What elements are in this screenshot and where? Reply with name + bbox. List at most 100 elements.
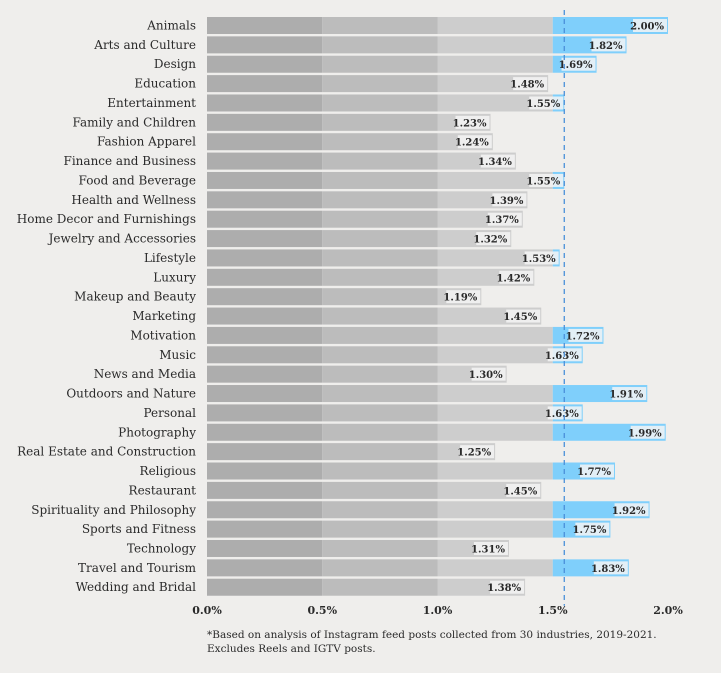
bar-marketing-segment-2 [322,307,438,325]
bar-travel-and-tourism-segment-2 [322,559,438,577]
value-label-makeup-and-beauty: 1.19% [443,293,477,304]
value-label-health-and-wellness: 1.39% [490,196,524,207]
bar-animals-segment-3 [437,17,553,34]
bar-arts-and-culture-segment-1 [207,36,323,54]
value-label-real-estate-and-construction: 1.25% [457,448,491,459]
value-label-bg-motivation [568,328,603,342]
bar-home-decor-and-furnishings-segment-1 [207,210,323,228]
category-label-real-estate-and-construction: Real Estate and Construction [17,445,196,459]
category-label-family-and-children: Family and Children [72,115,196,129]
value-label-marketing: 1.45% [503,312,537,323]
category-label-arts-and-culture: Arts and Culture [93,38,196,52]
bar-luxury-segment-1 [207,268,323,286]
bar-spirituality-and-philosophy-segment-1 [207,501,323,519]
value-label-bg-family-and-children [455,115,490,129]
category-label-music: Music [159,348,196,362]
bar-photography-segment-2 [322,423,438,441]
bar-finance-and-business-segment-1 [207,152,323,170]
category-label-restaurant: Restaurant [129,483,197,497]
value-label-bg-outdoors-and-nature [612,387,647,401]
bar-spirituality-and-philosophy-segment-2 [322,501,438,519]
bar-travel-and-tourism-segment-3 [437,559,553,577]
value-label-lifestyle: 1.53% [522,254,556,265]
bar-food-and-beverage-segment-2 [322,171,438,189]
value-label-bg-jewelry-and-accessories [476,232,511,246]
value-label-spirituality-and-philosophy: 1.92% [612,506,646,517]
x-tick-label-1: 0.5% [307,604,337,617]
value-label-fashion-apparel: 1.24% [455,138,489,149]
value-label-bg-restaurant [506,483,541,497]
value-label-bg-health-and-wellness [492,193,527,207]
value-label-bg-religious [579,464,614,478]
category-label-photography: Photography [118,425,196,439]
value-label-news-and-media: 1.30% [469,370,503,381]
value-label-bg-personal [547,406,582,420]
category-label-travel-and-tourism: Travel and Tourism [78,561,197,575]
value-label-motivation: 1.72% [566,331,600,342]
bar-entertainment-segment-3 [437,94,553,112]
value-label-bg-design [561,57,596,71]
bar-technology-segment-1 [207,539,323,557]
value-label-finance-and-business: 1.34% [478,157,512,168]
bar-music-segment-1 [207,346,323,364]
bar-design-segment-3 [437,55,553,73]
value-label-bg-food-and-beverage [529,173,564,187]
category-label-jewelry-and-accessories: Jewelry and Accessories [47,232,196,246]
value-label-bg-sports-and-fitness [575,522,610,536]
bar-entertainment-segment-1 [207,94,323,112]
bar-animals-segment-2 [322,17,438,34]
bar-design-segment-1 [207,55,323,73]
bar-personal-segment-1 [207,404,323,422]
value-label-bg-entertainment [529,96,564,110]
category-label-luxury: Luxury [153,270,196,284]
value-label-animals: 2.00% [630,22,664,33]
bar-restaurant-segment-1 [207,481,323,499]
value-label-bg-photography [630,425,665,439]
bar-personal-segment-2 [322,404,438,422]
value-label-arts-and-culture: 1.82% [589,41,623,52]
bar-spirituality-and-philosophy-segment-3 [437,501,553,519]
category-label-animals: Animals [146,19,196,33]
bar-music-segment-2 [322,346,438,364]
value-label-food-and-beverage: 1.55% [526,176,560,187]
value-label-travel-and-tourism: 1.83% [591,564,625,575]
bar-technology-segment-2 [322,539,438,557]
bar-outdoors-and-nature-segment-2 [322,385,438,403]
value-label-bg-home-decor-and-furnishings [487,212,522,226]
bar-design-segment-2 [322,55,438,73]
category-label-lifestyle: Lifestyle [144,251,196,265]
bar-sports-and-fitness-segment-3 [437,520,553,538]
bar-entertainment-segment-2 [322,94,438,112]
category-label-food-and-beverage: Food and Beverage [79,173,196,187]
bar-religious-segment-2 [322,462,438,480]
category-label-design: Design [154,57,196,71]
bar-health-and-wellness-segment-1 [207,191,323,209]
bar-home-decor-and-furnishings-segment-2 [322,210,438,228]
bar-jewelry-and-accessories-segment-2 [322,230,438,248]
value-label-home-decor-and-furnishings: 1.37% [485,215,519,226]
category-label-education: Education [134,77,196,91]
bar-lifestyle-segment-3 [437,249,553,267]
bar-real-estate-and-construction-segment-2 [322,443,438,461]
bar-wedding-and-bridal-segment-2 [322,578,438,596]
bar-motivation-segment-2 [322,326,438,344]
value-label-bg-technology [473,541,508,555]
bar-restaurant-segment-2 [322,481,438,499]
bar-makeup-and-beauty-segment-1 [207,288,323,306]
bar-photography-segment-3 [437,423,553,441]
value-label-bg-makeup-and-beauty [446,290,481,304]
bar-education-segment-1 [207,75,323,93]
footnote-line-2: Excludes Reels and IGTV posts. [207,643,376,655]
value-label-family-and-children: 1.23% [453,118,487,129]
value-label-religious: 1.77% [577,467,611,478]
bar-outdoors-and-nature-segment-1 [207,385,323,403]
x-tick-label-2: 1.0% [423,604,453,617]
bar-sports-and-fitness-segment-2 [322,520,438,538]
value-label-bg-lifestyle [524,251,559,265]
bar-wedding-and-bridal-segment-1 [207,578,323,596]
bar-news-and-media-segment-1 [207,365,323,383]
category-label-personal: Personal [144,406,197,420]
value-label-bg-travel-and-tourism [593,561,628,575]
